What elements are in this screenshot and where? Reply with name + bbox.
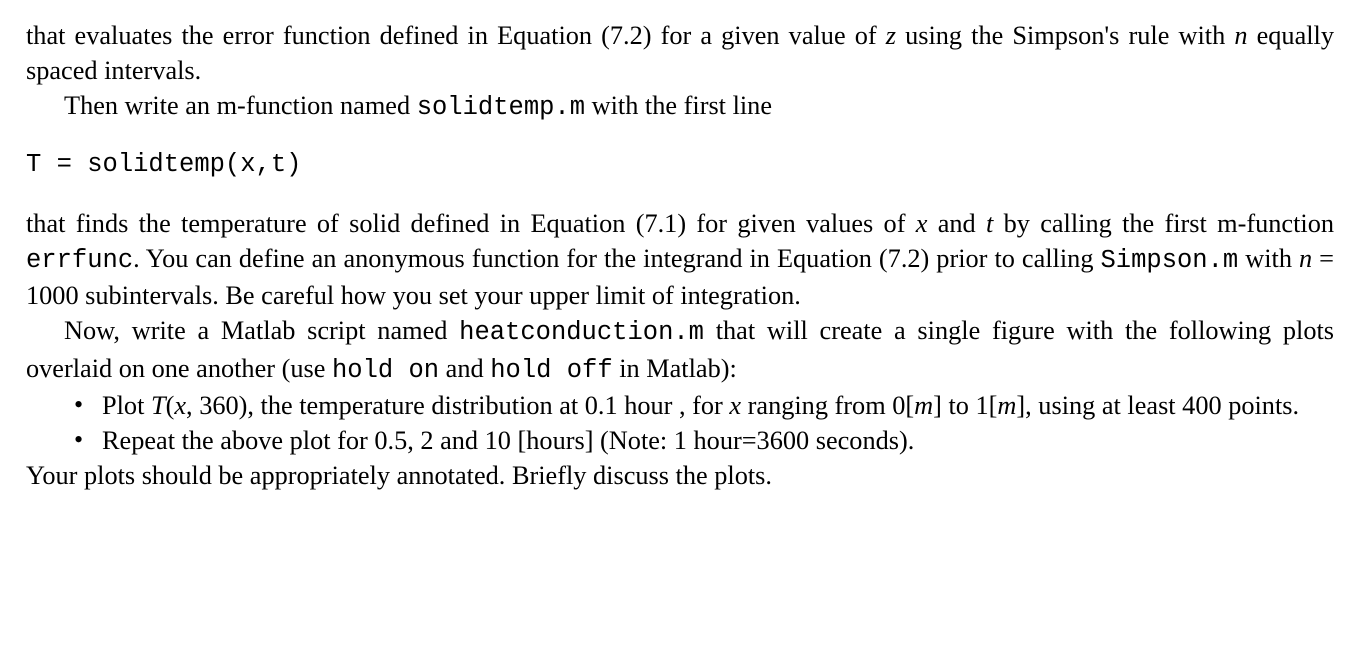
var-n: n [1299, 244, 1312, 273]
unit-m: m [997, 391, 1016, 420]
text: Your plots should be appropriately annot… [26, 461, 772, 490]
code-inline: heatconduction.m [459, 318, 704, 347]
text: using the Simpson's rule with [896, 21, 1234, 50]
text: Repeat the above plot for 0.5, 2 and 10 … [102, 426, 914, 455]
text: , 360), the temperature distribution at … [186, 391, 729, 420]
paragraph-1: that evaluates the error function define… [26, 18, 1334, 88]
paragraph-3: that finds the temperature of solid defi… [26, 206, 1334, 314]
text: and [927, 209, 986, 238]
var-x: x [174, 391, 186, 420]
paragraph-4: Now, write a Matlab script named heatcon… [26, 313, 1334, 387]
text: Now, write a Matlab script named [64, 316, 459, 345]
text: Then write an m-function named [64, 91, 417, 120]
var-T: T [151, 391, 166, 420]
text: in Matlab): [613, 354, 737, 383]
bullet-list: Plot T(x, 360), the temperature distribu… [26, 388, 1334, 458]
text: ranging from 0[ [741, 391, 914, 420]
code-inline: solidtemp.m [417, 93, 585, 122]
text: that evaluates the error function define… [26, 21, 886, 50]
code-block: T = solidtemp(x,t) [26, 148, 1334, 182]
var-n: n [1234, 21, 1247, 50]
text: with the first line [585, 91, 772, 120]
paragraph-2: Then write an m-function named solidtemp… [26, 88, 1334, 125]
text: by calling the first m-function [993, 209, 1334, 238]
code-inline: errfunc [26, 246, 133, 275]
text: ] to 1[ [933, 391, 997, 420]
text: that finds the temperature of solid defi… [26, 209, 916, 238]
text: . You can define an anonymous function f… [133, 244, 1100, 273]
paragraph-5: Your plots should be appropriately annot… [26, 458, 1334, 493]
code-inline: hold on [332, 356, 439, 385]
var-x: x [729, 391, 741, 420]
text: ], using at least 400 points. [1016, 391, 1299, 420]
var-z: z [886, 21, 896, 50]
code-inline: Simpson.m [1100, 246, 1238, 275]
text: with [1238, 244, 1299, 273]
text: Plot [102, 391, 151, 420]
document-page: that evaluates the error function define… [0, 0, 1360, 511]
text: and [439, 354, 490, 383]
unit-m: m [914, 391, 933, 420]
code-inline: hold off [490, 356, 612, 385]
var-x: x [916, 209, 928, 238]
list-item: Repeat the above plot for 0.5, 2 and 10 … [26, 423, 1334, 458]
list-item: Plot T(x, 360), the temperature distribu… [26, 388, 1334, 423]
